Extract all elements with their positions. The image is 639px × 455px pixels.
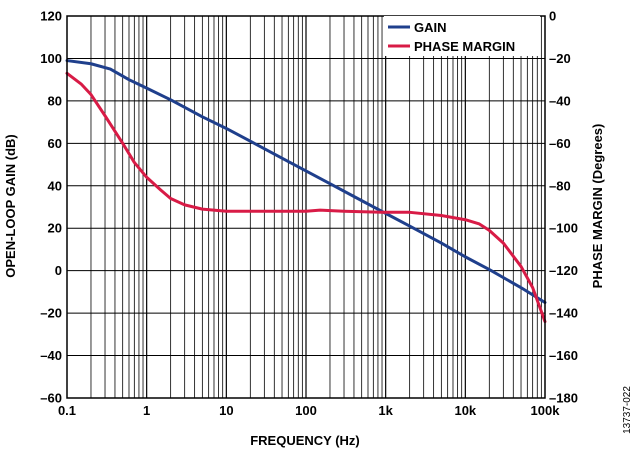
y-tick-label: 80 <box>48 93 62 108</box>
plot-frame <box>66 15 546 399</box>
legend-box <box>384 16 540 56</box>
x-tick-label: 1k <box>378 403 393 418</box>
y-tick-label: 100 <box>40 51 62 66</box>
y2-axis-title: PHASE MARGIN (Degrees) <box>590 124 605 289</box>
y-tick-label: 120 <box>40 9 62 24</box>
y-axis-title: OPEN-LOOP GAIN (dB) <box>3 134 18 277</box>
y-tick-label: –20 <box>40 306 62 321</box>
y2-tick-label: –60 <box>549 136 571 151</box>
y2-tick-label: 0 <box>549 9 556 24</box>
x-tick-label: 1 <box>143 403 150 418</box>
y-tick-label: –60 <box>40 391 62 406</box>
series-layer <box>65 59 547 324</box>
x-tick-label: 10k <box>454 403 476 418</box>
legend: GAIN PHASE MARGIN <box>384 16 540 56</box>
series-line-phase-margin <box>65 71 547 324</box>
y2-tick-label: –100 <box>549 221 578 236</box>
x-tick-label: 100k <box>531 403 561 418</box>
grid <box>67 16 545 398</box>
y2-tick-label: –20 <box>549 51 571 66</box>
y-tick-label: 0 <box>55 263 62 278</box>
y2-tick-label: –160 <box>549 348 578 363</box>
y-tick-label: 20 <box>48 221 62 236</box>
y2-tick-label: –180 <box>549 391 578 406</box>
x-tick-labels: 0.1 1 10 100 1k 10k 100k <box>58 403 560 418</box>
y2-tick-label: –80 <box>549 178 571 193</box>
y2-tick-label: –120 <box>549 263 578 278</box>
y2-tick-labels: 0 –20 –40 –60 –80 –100 –120 –140 –160 –180 <box>549 9 578 406</box>
y2-tick-label: –40 <box>549 93 571 108</box>
series-line-gain <box>65 59 547 304</box>
legend-label-gain: GAIN <box>414 20 447 35</box>
x-axis-title: FREQUENCY (Hz) <box>250 433 360 448</box>
figure-id: 13737-022 <box>622 386 633 434</box>
y-tick-labels: 120 100 80 60 40 20 0 –20 –40 –60 <box>40 9 62 406</box>
y-tick-label: 40 <box>48 178 62 193</box>
legend-label-phase-margin: PHASE MARGIN <box>414 39 515 54</box>
x-tick-label: 0.1 <box>58 403 76 418</box>
x-tick-label: 10 <box>219 403 233 418</box>
y-tick-label: 60 <box>48 136 62 151</box>
y2-tick-label: –140 <box>549 306 578 321</box>
y-tick-label: –40 <box>40 348 62 363</box>
x-tick-label: 100 <box>295 403 317 418</box>
